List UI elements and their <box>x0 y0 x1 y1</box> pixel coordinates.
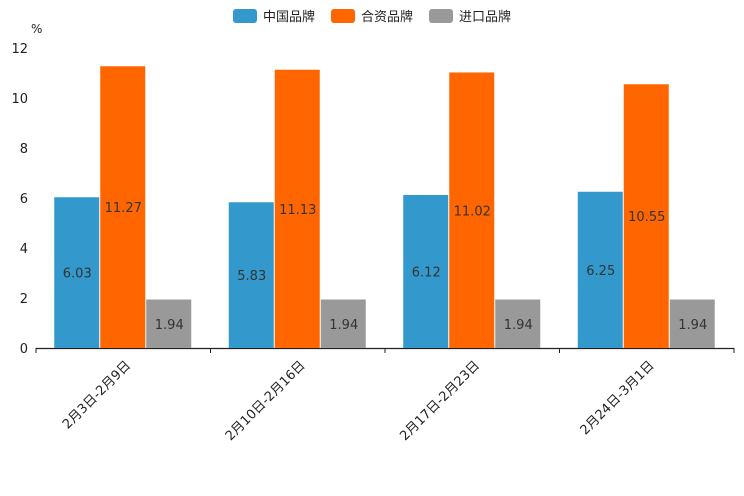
bar <box>577 191 623 348</box>
data-label: 6.03 <box>63 267 92 282</box>
data-label: 1.94 <box>329 318 358 333</box>
bar <box>669 299 715 348</box>
y-axis-label: % <box>31 22 43 36</box>
y-tick-label: 2 <box>20 292 28 307</box>
data-label: 11.27 <box>105 201 142 216</box>
y-tick-label: 6 <box>20 192 28 207</box>
y-tick-label: 0 <box>20 342 28 357</box>
bar <box>146 299 192 348</box>
x-tick-label: 2月3日-2月9日 <box>60 358 134 432</box>
bar <box>623 84 669 348</box>
x-tick-label: 2月24日-3月1日 <box>578 358 658 438</box>
data-label: 1.94 <box>504 318 533 333</box>
legend-item-import[interactable]: 进口品牌 <box>429 6 511 25</box>
data-label: 6.12 <box>412 266 441 281</box>
bar <box>100 66 146 348</box>
data-label: 11.13 <box>279 203 316 218</box>
data-label: 1.94 <box>155 318 184 333</box>
legend-swatch-china <box>232 8 257 23</box>
bar <box>495 299 541 348</box>
y-tick-label: 12 <box>11 42 28 57</box>
bar <box>449 72 495 348</box>
x-tick-label: 2月10日-2月16日 <box>223 358 309 444</box>
data-label: 11.02 <box>454 204 491 219</box>
legend-label-china: 中国品牌 <box>262 10 315 25</box>
legend-label-import: 进口品牌 <box>459 10 512 25</box>
data-label: 10.55 <box>628 210 665 225</box>
y-tick-label: 8 <box>20 142 28 157</box>
legend-swatch-joint <box>330 8 355 23</box>
data-label: 5.83 <box>237 269 266 284</box>
legend-item-joint[interactable]: 合资品牌 <box>330 6 413 25</box>
bar <box>54 197 100 348</box>
y-tick-label: 4 <box>20 242 28 257</box>
legend-swatch-import <box>429 8 453 23</box>
bar <box>274 69 320 348</box>
legend: 中国品牌 合资品牌 进口品牌 <box>0 6 744 25</box>
bar <box>403 195 449 348</box>
bar <box>228 202 274 348</box>
y-tick-label: 10 <box>11 92 28 107</box>
x-tick-label: 2月17日-2月23日 <box>397 358 483 444</box>
data-label: 6.25 <box>586 264 615 279</box>
data-label: 1.94 <box>678 318 707 333</box>
bar <box>320 299 366 348</box>
legend-label-joint: 合资品牌 <box>360 10 413 25</box>
legend-item-china[interactable]: 中国品牌 <box>232 6 315 25</box>
